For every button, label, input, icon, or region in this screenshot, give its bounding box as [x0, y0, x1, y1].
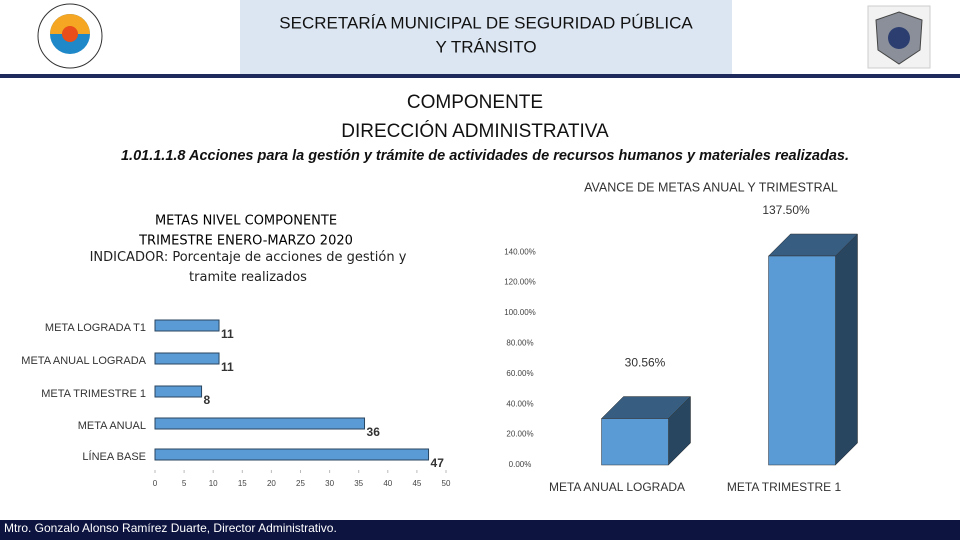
x-tick-label: 30	[325, 479, 334, 488]
bar	[768, 255, 836, 466]
y-tick-label: LÍNEA BASE	[82, 450, 146, 463]
y-tick-label: META LOGRADA T1	[45, 322, 146, 334]
data-label: 36	[367, 425, 381, 439]
data-label: 11	[221, 327, 234, 341]
indicator: INDICADOR: Porcentaje de acciones de ges…	[89, 250, 407, 285]
chart-subtitle: TRIMESTRE ENERO-MARZO 2020	[138, 234, 353, 249]
y-tick-label: 120.00%	[504, 278, 536, 287]
logo	[37, 3, 103, 69]
bar-side	[835, 233, 858, 466]
bar	[154, 448, 430, 461]
x-tick-label: 15	[238, 479, 247, 488]
y-tick-label: META TRIMESTRE 1	[41, 388, 146, 400]
header-rule	[0, 74, 960, 78]
bar	[154, 385, 203, 398]
x-tick-label: META ANUAL LOGRADA	[549, 480, 685, 494]
chart-title: AVANCE DE METAS ANUAL Y TRIMESTRAL	[584, 180, 838, 194]
header-title-2: Y TRÁNSITO	[435, 37, 536, 56]
data-label: 30.56%	[625, 356, 666, 370]
subheading: DIRECCIÓN ADMINISTRATIVA	[341, 120, 609, 142]
chart-title: METAS NIVEL COMPONENTE	[155, 214, 337, 229]
footer-text: Mtro. Gonzalo Alonso Ramírez Duarte, Dir…	[4, 521, 337, 535]
bar	[154, 319, 220, 332]
header-title-1: SECRETARÍA MUNICIPAL DE SEGURIDAD PÚBLIC…	[279, 13, 693, 32]
bar	[601, 418, 669, 466]
footer-bar	[0, 520, 960, 540]
y-tick-label: 80.00%	[506, 339, 533, 348]
y-tick-label: 140.00%	[504, 247, 536, 256]
x-tick-label: 45	[412, 479, 421, 488]
x-tick-label: 40	[383, 479, 392, 488]
x-tick-label: 35	[354, 479, 363, 488]
y-tick-label: 20.00%	[506, 430, 533, 439]
data-label: 137.50%	[762, 203, 810, 217]
y-tick-label: 40.00%	[506, 399, 533, 408]
bar	[154, 352, 220, 365]
heading: COMPONENTE	[407, 92, 543, 113]
header-box	[240, 0, 732, 74]
bar	[154, 417, 366, 430]
y-tick-label: 60.00%	[506, 369, 533, 378]
y-tick-label: META ANUAL	[78, 420, 146, 432]
x-tick-label: 0	[153, 479, 158, 488]
badge	[867, 5, 931, 69]
x-tick-label: 10	[209, 479, 218, 488]
data-label: 47	[431, 456, 445, 470]
x-tick-label: 25	[296, 479, 305, 488]
y-tick-label: META ANUAL LOGRADA	[21, 355, 146, 367]
y-tick-label: 100.00%	[504, 308, 536, 317]
y-tick-label: 0.00%	[509, 460, 532, 469]
x-tick-label: META TRIMESTRE 1	[727, 480, 842, 494]
x-tick-label: 20	[267, 479, 276, 488]
data-label: 8	[204, 393, 211, 407]
description: 1.01.1.1.8 Acciones para la gestión y tr…	[121, 148, 849, 164]
x-tick-label: 50	[442, 479, 451, 488]
x-tick-label: 5	[182, 479, 187, 488]
data-label: 11	[221, 360, 234, 374]
